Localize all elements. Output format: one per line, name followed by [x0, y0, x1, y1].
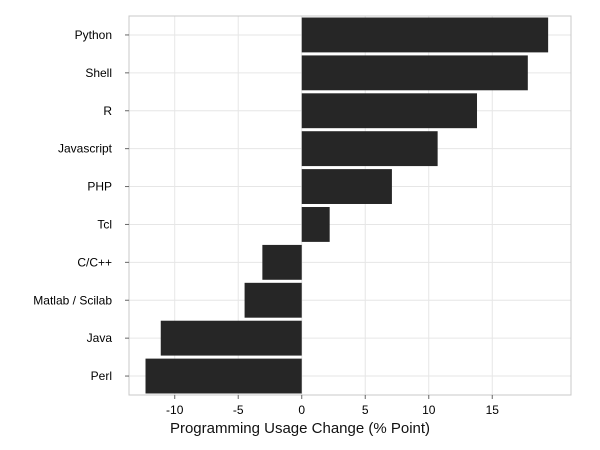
bar-perl	[145, 358, 302, 394]
y-tick-label: Perl	[91, 369, 112, 383]
bar-python	[301, 17, 549, 53]
bar-c-c	[262, 244, 302, 280]
y-tick-label: Tcl	[97, 217, 112, 231]
y-tick-label: PHP	[87, 180, 112, 194]
y-tick-label: Javascript	[58, 142, 113, 156]
x-axis: -10 -5 0 5 10 15	[166, 395, 499, 417]
bar-php	[301, 169, 392, 204]
y-tick-label: Shell	[85, 66, 112, 80]
x-tick-label: -5	[233, 403, 244, 417]
bar-javascript	[301, 131, 438, 167]
x-tick-label: 5	[362, 403, 369, 417]
x-tick-label: 10	[422, 403, 436, 417]
y-tick-label: C/C++	[77, 255, 112, 269]
y-tick-label: Java	[87, 331, 113, 345]
x-axis-title: Programming Usage Change (% Point)	[170, 420, 430, 437]
y-tick-label: R	[103, 104, 112, 118]
bar-tcl	[301, 207, 330, 242]
y-tick-label: Matlab / Scilab	[33, 293, 112, 307]
y-axis: Python Shell R Javascript PHP Tcl C/C++ Matlab …	[33, 28, 129, 383]
y-tick-label: Python	[75, 28, 112, 42]
x-tick-label: 0	[298, 403, 305, 417]
bar-shell	[301, 55, 528, 91]
bars	[145, 17, 549, 394]
x-tick-label: -10	[166, 403, 184, 417]
bar-java	[160, 320, 302, 356]
plot-frame	[128, 15, 572, 396]
x-tick-label: 15	[486, 403, 500, 417]
bar-matlab-scilab	[244, 282, 302, 318]
bar-r	[301, 93, 478, 129]
